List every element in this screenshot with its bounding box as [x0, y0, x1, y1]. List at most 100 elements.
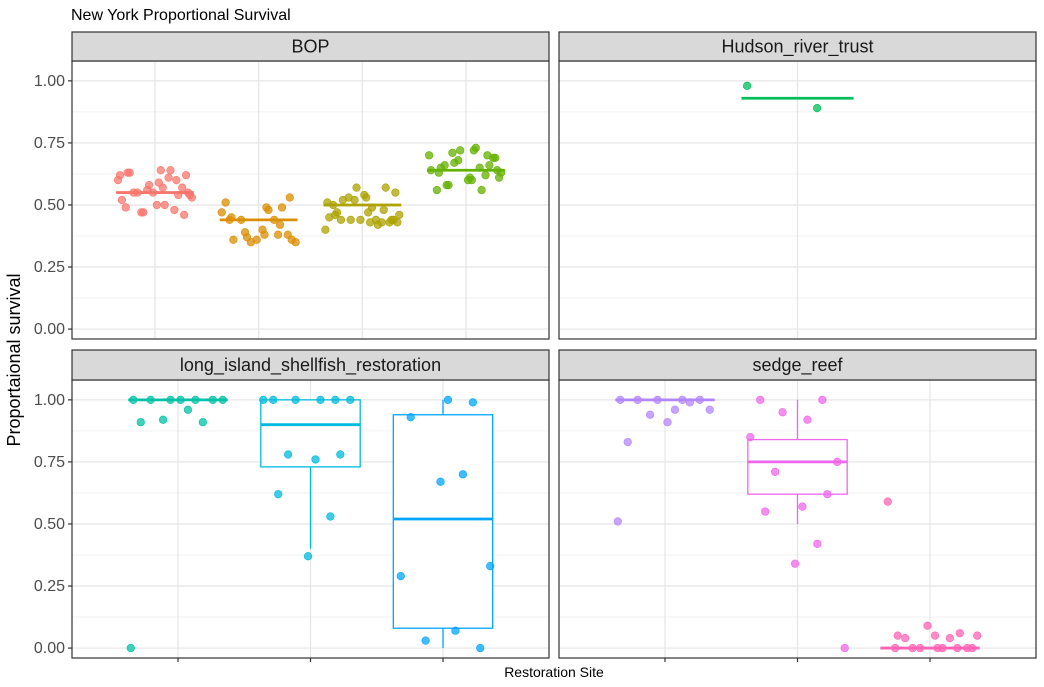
data-point — [915, 643, 925, 653]
data-point — [818, 395, 827, 404]
data-point — [456, 146, 465, 155]
data-point — [274, 490, 283, 499]
data-point — [183, 188, 193, 197]
facet-panel: sedge_reef — [558, 349, 1037, 662]
data-point — [695, 395, 704, 404]
data-point — [465, 173, 475, 182]
data-point — [198, 418, 207, 427]
data-point — [663, 418, 672, 427]
data-point — [277, 203, 287, 212]
data-point — [237, 215, 246, 224]
data-point — [217, 208, 226, 217]
data-point — [346, 215, 355, 224]
data-point — [259, 395, 268, 404]
data-point — [170, 205, 179, 215]
data-point — [444, 181, 453, 190]
data-point — [645, 410, 655, 419]
facet-strip-label: long_island_shellfish_restoration — [180, 355, 441, 376]
data-point — [316, 395, 325, 404]
facet-strip-label: Hudson_river_trust — [721, 37, 873, 58]
data-point — [221, 198, 230, 207]
data-point — [930, 631, 940, 640]
data-point — [329, 200, 338, 210]
data-point — [287, 235, 296, 244]
y-tick-label: 0.50 — [34, 516, 65, 533]
data-point — [176, 395, 185, 404]
data-point — [240, 228, 250, 237]
data-point — [891, 643, 900, 653]
data-point — [425, 151, 434, 160]
facet-panel: Hudson_river_trust — [558, 31, 1037, 340]
data-point — [798, 502, 807, 511]
data-point — [336, 215, 346, 224]
data-point — [346, 395, 355, 404]
data-point — [264, 205, 273, 215]
data-point — [183, 405, 193, 414]
data-point — [352, 183, 361, 192]
data-point — [633, 395, 642, 404]
panel-background — [72, 61, 549, 339]
y-tick-label: 0.50 — [34, 197, 65, 214]
box-iqr — [747, 438, 848, 495]
data-point — [746, 432, 755, 442]
data-point — [973, 631, 982, 640]
boxplot — [392, 399, 494, 649]
data-point — [364, 208, 373, 217]
data-point — [475, 163, 484, 172]
data-point — [613, 517, 622, 526]
boxplot — [260, 399, 361, 549]
data-point — [436, 163, 445, 172]
y-axis-title: Proportaional survival — [4, 273, 24, 446]
data-point — [270, 215, 279, 224]
data-point — [477, 185, 486, 195]
data-point — [152, 200, 162, 210]
data-point — [391, 188, 400, 197]
data-point — [303, 552, 313, 561]
data-point — [331, 210, 340, 219]
data-point — [321, 225, 330, 234]
facet-strip — [71, 31, 550, 62]
data-point — [761, 507, 770, 516]
data-point — [426, 166, 436, 175]
data-point — [389, 215, 398, 224]
data-point — [136, 418, 145, 427]
data-point — [436, 477, 445, 486]
data-point — [458, 470, 467, 479]
y-tick-label: 0.25 — [34, 578, 65, 595]
data-point — [191, 395, 200, 404]
data-point — [790, 559, 800, 568]
data-point — [893, 631, 902, 640]
y-tick-label: 0.75 — [34, 454, 65, 471]
data-point — [923, 621, 932, 630]
data-point — [443, 395, 453, 404]
data-point — [160, 200, 169, 210]
data-point — [486, 562, 495, 571]
data-point — [146, 395, 155, 404]
data-point — [172, 176, 181, 185]
y-tick-label: 0.00 — [34, 321, 65, 338]
data-point — [166, 166, 175, 175]
data-point — [229, 235, 238, 244]
data-point — [336, 450, 345, 459]
data-point — [208, 395, 217, 404]
boxplot — [747, 399, 848, 524]
data-point — [377, 218, 386, 227]
data-point — [778, 408, 787, 417]
data-point — [174, 190, 183, 200]
data-point — [476, 643, 485, 653]
data-point — [485, 161, 494, 170]
facet-panel: long_island_shellfish_restoration 0.00 0.2… — [34, 349, 550, 662]
data-point — [284, 450, 293, 459]
data-point — [468, 398, 477, 407]
facet-strip-label: sedge_reef — [752, 355, 843, 376]
y-tick-label: 1.00 — [34, 73, 65, 90]
data-point — [803, 415, 812, 424]
data-point — [771, 467, 780, 476]
data-point — [158, 415, 168, 424]
data-point — [396, 571, 405, 581]
data-point — [181, 171, 191, 180]
data-point — [395, 210, 404, 219]
data-point — [121, 203, 130, 212]
data-point — [133, 188, 142, 197]
